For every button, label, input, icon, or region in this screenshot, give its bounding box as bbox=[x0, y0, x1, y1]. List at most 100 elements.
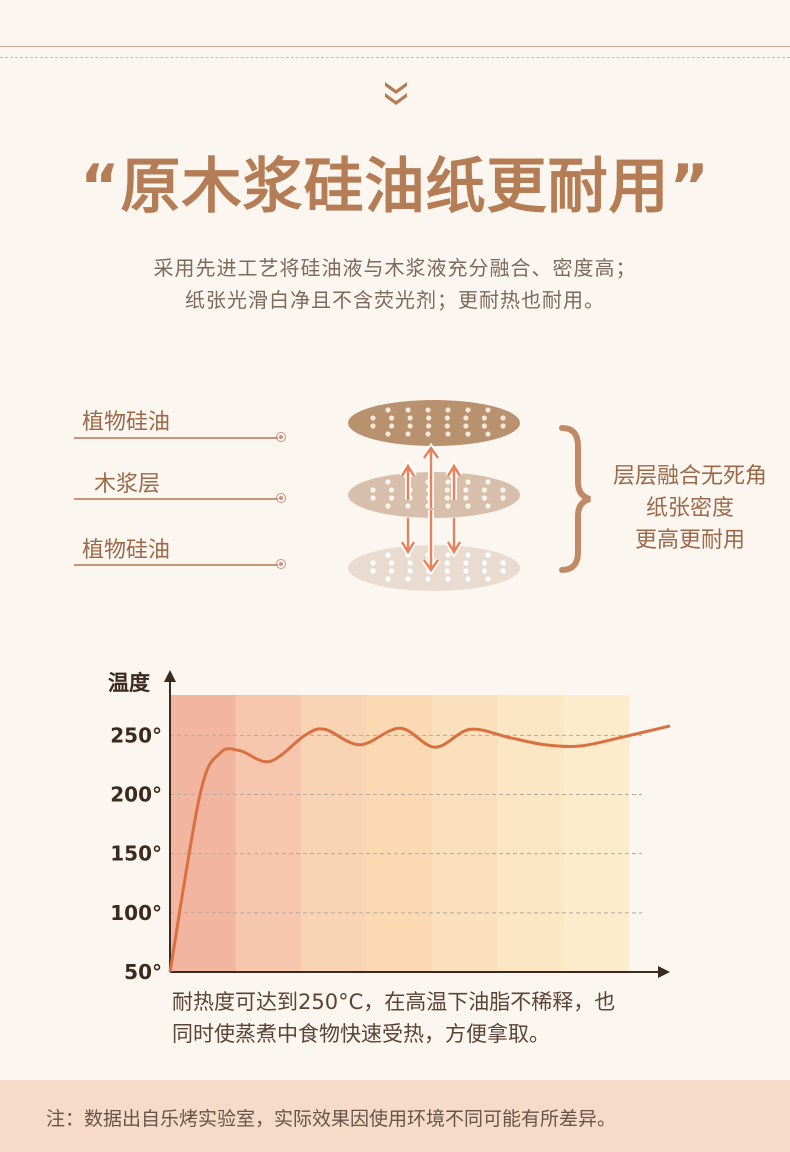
chart-band bbox=[235, 695, 302, 972]
perforation-hole bbox=[385, 503, 391, 509]
perforation-hole bbox=[407, 423, 413, 429]
perforation-hole bbox=[500, 495, 506, 501]
perforation-hole bbox=[463, 495, 469, 501]
layer-line-top bbox=[74, 437, 278, 439]
layer-dot-middle bbox=[276, 493, 286, 503]
layer-desc-line-3: 更高更耐用 bbox=[634, 528, 745, 553]
perforation-hole bbox=[481, 487, 487, 493]
perforation-hole bbox=[465, 479, 471, 485]
perforation-hole bbox=[385, 576, 391, 582]
perforation-hole bbox=[389, 560, 395, 566]
perforation-hole bbox=[426, 415, 432, 421]
perforation-hole bbox=[465, 576, 471, 582]
perforation-hole bbox=[485, 407, 491, 413]
perforation-hole bbox=[426, 423, 432, 429]
y-axis-arrow-icon bbox=[164, 670, 176, 682]
perforation-hole bbox=[445, 407, 451, 413]
perforation-hole bbox=[444, 487, 450, 493]
perforation-hole bbox=[385, 407, 391, 413]
subtitle-line-1: 采用先进工艺将硅油液与木浆液充分融合、密度高； bbox=[153, 256, 637, 280]
y-tick-label: 100° bbox=[110, 901, 162, 925]
y-tick-label: 200° bbox=[110, 783, 162, 807]
perforation-hole bbox=[500, 415, 506, 421]
perforation-hole bbox=[389, 487, 395, 493]
perforation-hole bbox=[407, 568, 413, 574]
perforation-hole bbox=[389, 415, 395, 421]
layer-disc-top bbox=[348, 400, 520, 446]
layer-holes-top bbox=[370, 407, 506, 437]
top-divider bbox=[0, 46, 790, 58]
perforation-hole bbox=[445, 479, 451, 485]
perforation-hole bbox=[370, 560, 376, 566]
layer-line-middle bbox=[74, 498, 278, 500]
perforation-hole bbox=[445, 552, 451, 558]
perforation-hole bbox=[385, 552, 391, 558]
perforation-hole bbox=[500, 568, 506, 574]
perforation-hole bbox=[389, 495, 395, 501]
chart-band bbox=[301, 695, 367, 972]
perforation-hole bbox=[481, 568, 487, 574]
subtitle-line-2: 纸张光滑白净且不含荧光剂；更耐热也耐用。 bbox=[185, 288, 605, 312]
perforation-hole bbox=[485, 503, 491, 509]
y-axis-label: 温度 bbox=[108, 671, 150, 695]
chart-bands bbox=[170, 695, 629, 972]
layer-label-middle: 木浆层 bbox=[94, 472, 161, 497]
perforation-hole bbox=[385, 479, 391, 485]
layer-desc-line-1: 层层融合无死角 bbox=[612, 464, 767, 489]
layer-desc-line-2: 纸张密度 bbox=[645, 496, 734, 521]
chart-gridlines bbox=[170, 734, 642, 914]
layer-line-bottom bbox=[74, 564, 278, 566]
perforation-hole bbox=[425, 407, 431, 413]
perforation-hole bbox=[481, 415, 487, 421]
perforation-hole bbox=[481, 560, 487, 566]
chart-y-ticks: 250° 200° 150° 100° 50° bbox=[110, 723, 162, 984]
perforation-hole bbox=[370, 568, 376, 574]
perforation-hole bbox=[370, 415, 376, 421]
perforation-hole bbox=[425, 431, 431, 437]
perforation-hole bbox=[389, 423, 395, 429]
perforation-hole bbox=[405, 503, 411, 509]
layer-label-top: 植物硅油 bbox=[82, 410, 171, 435]
perforation-hole bbox=[389, 568, 395, 574]
perforation-hole bbox=[500, 487, 506, 493]
perforation-hole bbox=[405, 576, 411, 582]
chart-caption-line-2: 同时使蒸煮中食物快速受热，方便拿取。 bbox=[172, 1022, 550, 1046]
perforation-hole bbox=[425, 576, 431, 582]
perforation-hole bbox=[405, 431, 411, 437]
perforation-hole bbox=[444, 423, 450, 429]
temperature-line bbox=[168, 724, 671, 973]
perforation-hole bbox=[485, 552, 491, 558]
page-title: “原木浆硅油纸更耐用” bbox=[80, 152, 710, 222]
perforation-hole bbox=[370, 423, 376, 429]
perforation-hole bbox=[444, 560, 450, 566]
footer-note: 注：数据出自乐烤实验室，实际效果因使用环境不同可能有所差异。 bbox=[46, 1108, 617, 1130]
paper-layers-diagram bbox=[348, 400, 520, 591]
temperature-chart: 250° 200° 150° 100° 50° 温度 bbox=[108, 670, 671, 984]
perforation-hole bbox=[500, 560, 506, 566]
chart-band bbox=[432, 695, 498, 972]
perforation-hole bbox=[485, 431, 491, 437]
perforation-hole bbox=[444, 415, 450, 421]
layer-dot-bottom bbox=[276, 559, 286, 569]
chart-band bbox=[366, 695, 433, 972]
perforation-hole bbox=[465, 431, 471, 437]
perforation-hole bbox=[445, 503, 451, 509]
perforation-hole bbox=[444, 495, 450, 501]
chart-caption-line-1: 耐热度可达到250°C，在高温下油脂不稀释，也 bbox=[172, 990, 616, 1014]
perforation-hole bbox=[465, 407, 471, 413]
fusion-arrows-icon bbox=[399, 442, 463, 576]
perforation-hole bbox=[481, 423, 487, 429]
chart-band bbox=[563, 695, 629, 972]
chart-band bbox=[170, 695, 236, 972]
layer-label-bottom: 植物硅油 bbox=[82, 538, 171, 563]
perforation-hole bbox=[463, 560, 469, 566]
perforation-hole bbox=[385, 431, 391, 437]
y-tick-label: 250° bbox=[110, 723, 162, 747]
y-tick-label: 150° bbox=[110, 842, 162, 866]
perforation-hole bbox=[463, 568, 469, 574]
perforation-hole bbox=[463, 487, 469, 493]
perforation-hole bbox=[481, 495, 487, 501]
perforation-hole bbox=[407, 415, 413, 421]
perforation-hole bbox=[500, 423, 506, 429]
perforation-hole bbox=[405, 407, 411, 413]
